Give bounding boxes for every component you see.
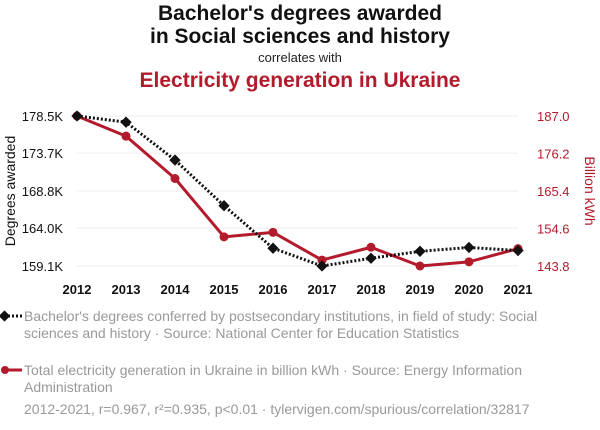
series1-point <box>120 116 132 128</box>
y-left-tick-label: 178.5K <box>22 109 64 124</box>
y-right-axis-title: Billion kWh <box>582 156 598 225</box>
series1-point <box>414 245 426 257</box>
x-tick-label: 2014 <box>161 282 191 297</box>
chart-title-line1: Bachelor's degrees awarded <box>158 2 442 25</box>
series1-point <box>365 252 377 264</box>
series1-point <box>169 154 181 166</box>
series1-point <box>71 110 83 122</box>
x-tick-label: 2012 <box>63 282 92 297</box>
series2-line <box>76 114 519 268</box>
legend-label-series2: Total electricity generation in Ukraine … <box>24 362 523 395</box>
y-left-tick-label: 159.1K <box>22 259 64 274</box>
chart-title-line2: in Social sciences and history <box>150 25 450 48</box>
series1-point <box>218 200 230 212</box>
legend-item-series1: Bachelor's degrees conferred by postseco… <box>0 308 600 358</box>
chart-title-secondary: Electricity generation in Ukraine <box>139 69 461 92</box>
series2-point <box>317 255 327 265</box>
series2-point <box>415 261 425 271</box>
y-left-tick-label: 168.8K <box>22 184 64 199</box>
series2-point <box>121 131 131 141</box>
stats-footer: 2012-2021, r=0.967, r²=0.935, p<0.01 · t… <box>24 401 530 417</box>
y-right-tick-label: 187.0 <box>537 109 570 124</box>
y-right-tick-label: 176.2 <box>537 147 570 162</box>
x-tick-label: 2013 <box>112 282 141 297</box>
legend-item-series2: Total electricity generation in Ukraine … <box>0 362 600 412</box>
series1-point <box>512 244 524 257</box>
x-tick-label: 2020 <box>455 282 484 297</box>
series2-point <box>366 242 376 252</box>
series1-point <box>267 242 279 254</box>
legend-marker-series1 <box>0 310 22 322</box>
y-right-tick-label: 165.4 <box>537 184 570 199</box>
x-tick-label: 2019 <box>406 282 435 297</box>
x-tick-label: 2021 <box>504 282 533 297</box>
series1-point <box>463 241 475 254</box>
x-tick-label: 2016 <box>259 282 288 297</box>
y-left-tick-label: 164.0K <box>22 221 64 236</box>
x-tick-label: 2018 <box>357 282 386 297</box>
legend-label-series1: Bachelor's degrees conferred by postseco… <box>24 308 538 341</box>
chart-title: Bachelor's degrees awarded in Social sci… <box>0 2 600 48</box>
y-left-tick-label: 173.7K <box>22 146 64 161</box>
x-tick-label: 2017 <box>308 282 337 297</box>
legend-marker-series2 <box>1 366 22 374</box>
series2-point <box>464 257 474 267</box>
series2-point <box>219 232 229 242</box>
x-tick-label: 2015 <box>210 282 239 297</box>
series2-point <box>268 227 278 237</box>
series1-line <box>76 114 519 268</box>
correlates-with-text: correlates with <box>258 50 342 65</box>
series2-point <box>170 174 180 183</box>
y-left-axis-title: Degrees awarded <box>2 136 18 247</box>
series1-point <box>316 260 328 272</box>
y-right-tick-label: 154.6 <box>537 222 570 237</box>
y-right-tick-label: 143.8 <box>537 259 570 274</box>
